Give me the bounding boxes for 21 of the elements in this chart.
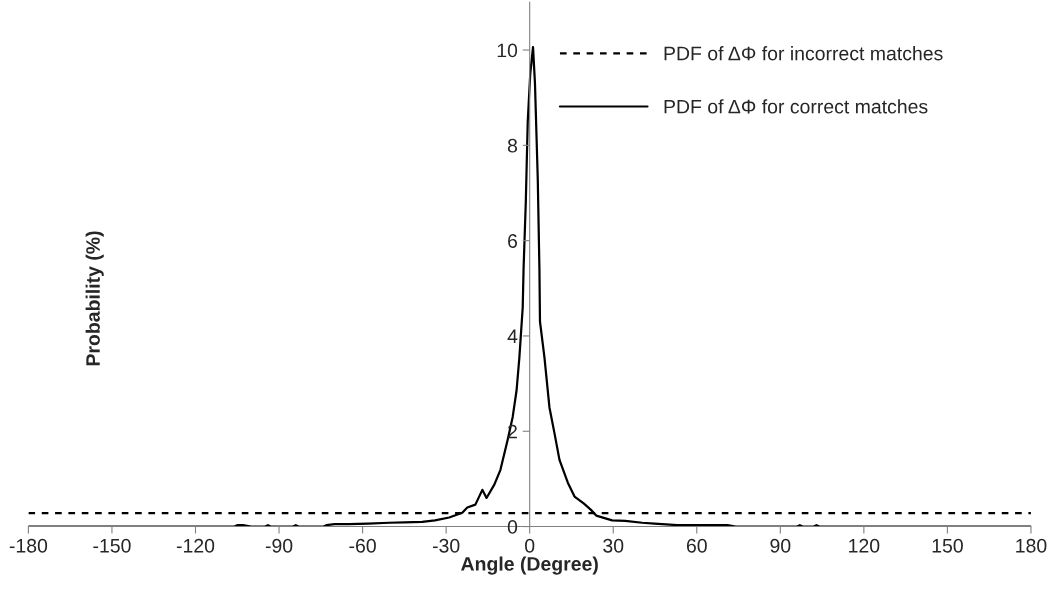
x-tick-label: -60 xyxy=(349,538,376,553)
x-tick-label: 30 xyxy=(603,538,624,553)
x-tick-label: 0 xyxy=(525,538,535,553)
x-tick-label: -90 xyxy=(265,538,293,553)
x-tick-label: 180 xyxy=(1016,538,1047,553)
y-tick-label: 6 xyxy=(508,234,518,248)
x-tick-label: 150 xyxy=(932,538,963,553)
x-tick-label: -120 xyxy=(176,538,215,553)
legend-label: PDF of ΔΦ for correct matches xyxy=(664,99,928,114)
y-axis-title: Probability (%) xyxy=(85,231,104,366)
y-tick-label: 10 xyxy=(497,43,518,58)
x-tick-label: 90 xyxy=(770,538,791,553)
x-tick-label: -150 xyxy=(93,538,131,553)
x-tick-label: -30 xyxy=(432,538,460,553)
x-axis-title: Angle (Degree) xyxy=(461,556,598,575)
y-tick-label: 8 xyxy=(507,138,518,153)
y-tick-label: 4 xyxy=(507,329,518,343)
x-tick-label: 120 xyxy=(849,538,880,553)
x-tick-label: -180 xyxy=(9,538,48,553)
legend-label: PDF of ΔΦ for incorrect matches xyxy=(664,46,943,61)
x-tick-label: 60 xyxy=(686,538,707,553)
